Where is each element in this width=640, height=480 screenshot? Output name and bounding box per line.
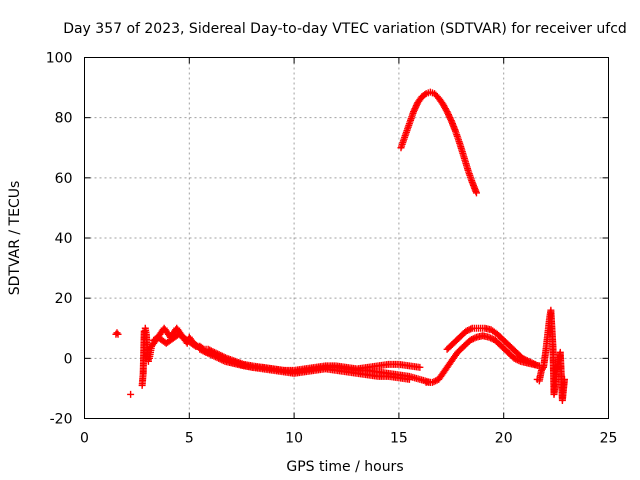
x-tick-label: 10 xyxy=(285,431,303,447)
data-point xyxy=(464,327,472,335)
y-tick-label: 20 xyxy=(55,291,73,307)
data-point xyxy=(430,378,438,386)
data-point xyxy=(522,356,530,364)
y-tick-label: 40 xyxy=(55,231,73,247)
data-point xyxy=(512,355,520,363)
data-point xyxy=(487,334,495,342)
data-point xyxy=(525,357,533,365)
data-point xyxy=(469,335,477,343)
data-point xyxy=(218,356,226,364)
data-point xyxy=(197,346,205,354)
data-point xyxy=(127,390,135,398)
data-point xyxy=(538,365,546,373)
data-point xyxy=(465,326,473,334)
data-point xyxy=(488,335,496,343)
y-tick-label: 0 xyxy=(64,351,73,367)
data-point xyxy=(405,375,413,383)
data-points xyxy=(112,88,568,404)
data-point xyxy=(528,359,536,367)
data-point xyxy=(202,348,210,356)
x-tick-label: 5 xyxy=(185,431,194,447)
data-point xyxy=(216,355,224,363)
x-tick-label: 25 xyxy=(600,431,618,447)
axis-ticks: 0 5 10 15 20 25 -20 0 20 40 60 80 100 xyxy=(46,51,618,447)
data-point xyxy=(462,327,470,335)
x-tick-label: 0 xyxy=(80,431,89,447)
y-tick-label: 80 xyxy=(55,111,73,127)
data-point xyxy=(219,357,227,365)
data-point xyxy=(204,349,212,357)
data-point xyxy=(471,334,479,342)
data-point xyxy=(205,350,213,358)
data-point xyxy=(416,363,424,371)
data-point xyxy=(531,360,539,368)
data-point xyxy=(114,330,122,338)
data-point xyxy=(200,348,208,356)
y-tick-label: 60 xyxy=(55,171,73,187)
data-point xyxy=(519,354,527,362)
data-point xyxy=(432,377,440,385)
data-point xyxy=(468,336,476,344)
data-point xyxy=(520,355,528,363)
y-axis-label: SDTVAR / TECUs xyxy=(7,181,23,296)
data-point xyxy=(199,347,207,355)
y-tick-label: 100 xyxy=(46,51,73,67)
y-tick-label: -20 xyxy=(50,412,73,428)
data-point xyxy=(467,325,475,333)
data-point xyxy=(526,358,534,366)
data-point xyxy=(510,354,518,362)
chart-title: Day 357 of 2023, Sidereal Day-to-day VTE… xyxy=(63,21,627,37)
data-point xyxy=(196,345,204,353)
data-point xyxy=(213,354,221,362)
data-point xyxy=(472,189,480,197)
data-point xyxy=(530,360,538,368)
x-tick-label: 20 xyxy=(495,431,513,447)
data-point xyxy=(523,357,531,365)
data-point xyxy=(485,333,493,341)
data-point xyxy=(428,378,436,386)
data-point xyxy=(212,353,219,361)
data-point xyxy=(513,356,521,364)
data-point xyxy=(190,341,198,349)
data-point xyxy=(208,351,216,359)
data-point xyxy=(560,375,568,383)
x-axis-label: GPS time / hours xyxy=(286,459,403,475)
data-point xyxy=(113,329,121,337)
x-tick-label: 15 xyxy=(390,431,408,447)
data-point xyxy=(207,351,215,359)
data-point xyxy=(466,336,474,344)
data-point xyxy=(210,352,218,360)
data-point xyxy=(215,354,223,362)
